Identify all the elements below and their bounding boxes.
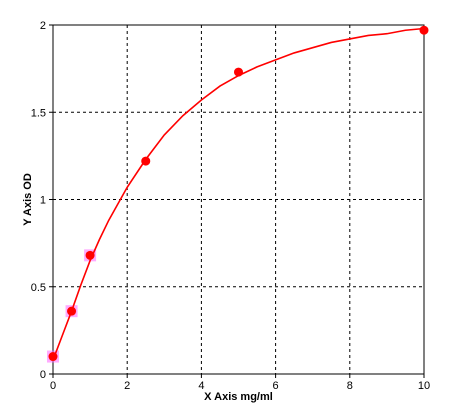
x-tick-label: 2 xyxy=(124,380,130,392)
x-tick-label: 4 xyxy=(198,380,204,392)
fit-curve xyxy=(52,27,425,361)
data-point xyxy=(234,67,243,77)
x-axis-title: X Axis mg/ml xyxy=(204,391,273,403)
x-tick-label: 0 xyxy=(50,380,56,392)
axes xyxy=(49,24,425,378)
data-point xyxy=(141,156,151,166)
data-point xyxy=(67,306,77,316)
x-tick-label: 6 xyxy=(273,380,279,392)
x-tick-label: 8 xyxy=(347,380,353,392)
y-tick-label: 0.5 xyxy=(31,282,46,294)
tick-labels: 0 2 4 6 8 10 0 0.5 1 1.5 2 xyxy=(31,20,430,392)
data-point xyxy=(419,25,429,35)
y-tick-label: 1 xyxy=(40,195,46,207)
grid xyxy=(53,25,424,374)
x-tick-label: 10 xyxy=(418,380,430,392)
data-point xyxy=(48,352,58,362)
fit-curve-line xyxy=(52,27,425,361)
y-tick-label: 1.5 xyxy=(31,107,46,119)
y-axis-title: Y Axis OD xyxy=(22,173,34,226)
data-point xyxy=(85,250,95,260)
y-tick-label: 2 xyxy=(40,20,46,32)
y-tick-label: 0 xyxy=(40,369,46,381)
data-points xyxy=(48,25,429,362)
